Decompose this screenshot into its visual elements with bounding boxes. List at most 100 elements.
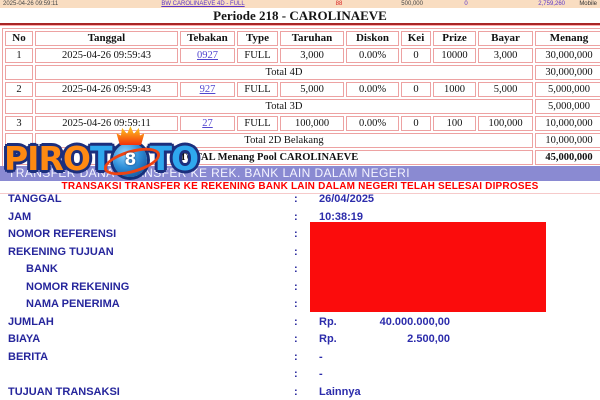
cell-kei: 0 <box>401 116 431 131</box>
history-bet-link[interactable]: BW CAROLINAEVE 4D - FULL <box>161 1 245 7</box>
receipt-row-bank: BANK : <box>0 261 600 279</box>
colon: : <box>294 315 298 328</box>
status-divider <box>0 193 600 194</box>
transfer-section-bar: TRANSFER DANA-TRANSFER KE REK. BANK LAIN… <box>0 166 600 181</box>
cell-prize: 100 <box>433 116 476 131</box>
colon: : <box>294 280 298 293</box>
cell-menang: 5,000,000 <box>535 82 600 97</box>
total-3d-row: Total 3D 5,000,000 <box>5 99 600 114</box>
col-prize: Prize <box>433 31 476 46</box>
field-value: - <box>319 368 323 380</box>
cell-type: FULL <box>237 48 278 63</box>
cell-kei: 0 <box>401 48 431 63</box>
receipt-row-jumlah: JUMLAH : Rp. 40.000.000,00 <box>0 314 600 332</box>
cell-tebakan: 27 <box>180 116 235 131</box>
receipt-row-berita: BERITA : - <box>0 349 600 367</box>
field-label: BIAYA <box>8 333 41 345</box>
receipt-row-biaya: BIAYA : Rp. 2.500,00 <box>0 331 600 349</box>
receipt-row-nomor-rekening: NOMOR REKENING : <box>0 279 600 297</box>
tebakan-link[interactable]: 27 <box>202 118 213 129</box>
colon: : <box>294 228 298 240</box>
cell-tebakan: 0927 <box>180 48 235 63</box>
col-diskon: Diskon <box>346 31 399 46</box>
bet-row-2: 2 2025-04-26 09:59:43 927 FULL 5,000 0.0… <box>5 82 600 97</box>
crown-icon <box>116 126 145 145</box>
total-2d-label: Total 2D Belakang <box>35 133 533 148</box>
cell-kei: 0 <box>401 82 431 97</box>
total-3d-value: 5,000,000 <box>535 99 600 114</box>
total-4d-row: Total 4D 30,000,000 <box>5 65 600 80</box>
cell-tanggal: 2025-04-26 09:59:43 <box>35 48 178 63</box>
cell-diskon: 0.00% <box>346 82 399 97</box>
receipt-row-berita-2: : - <box>0 366 600 384</box>
field-value: 26/04/2025 <box>319 193 375 205</box>
receipt-row-tanggal: TANGGAL : 26/04/2025 <box>0 191 600 209</box>
tebakan-link[interactable]: 0927 <box>197 50 218 61</box>
cell-no: 1 <box>5 48 33 63</box>
cell-no: 2 <box>5 82 33 97</box>
currency-label: Rp. <box>319 333 337 345</box>
col-bayar: Bayar <box>478 31 533 46</box>
receipt-row-nama-penerima: NAMA PENERIMA : <box>0 296 600 314</box>
history-date: 2025-04-26 09:59:11 <box>3 1 59 7</box>
history-amount: 500,000 <box>401 1 423 7</box>
field-label: NOMOR REKENING <box>26 280 130 293</box>
col-tebakan: Tebakan <box>180 31 235 46</box>
total-spacer <box>5 133 33 148</box>
period-title: Periode 218 - CAROLINAEVE <box>213 8 387 23</box>
grand-total-value: 45,000,000 <box>535 150 600 165</box>
cell-tanggal: 2025-04-26 09:59:11 <box>35 116 178 131</box>
field-value: 2.500,00 <box>407 333 450 345</box>
field-label: JUMLAH <box>8 315 54 328</box>
pirototo-logo: PIROT 8 TO <box>4 126 199 181</box>
col-kei: Kei <box>401 31 431 46</box>
total-4d-value: 30,000,000 <box>535 65 600 80</box>
col-tanggal: Tanggal <box>35 31 178 46</box>
bet-row-1: 1 2025-04-26 09:59:43 0927 FULL 3,000 0.… <box>5 48 600 63</box>
cell-tebakan: 927 <box>180 82 235 97</box>
cell-menang: 10,000,000 <box>535 116 600 131</box>
cell-no: 3 <box>5 116 33 131</box>
field-value: 40.000.000,00 <box>379 315 450 328</box>
colon: : <box>294 193 298 205</box>
colon: : <box>294 263 298 275</box>
colon: : <box>294 333 298 345</box>
receipt-row-tujuan-transaksi: TUJUAN TRANSAKSI : Lainnya <box>0 384 600 400</box>
history-row: 2025-04-26 09:59:11 BW CAROLINAEVE 4D - … <box>0 0 600 8</box>
tebakan-link[interactable]: 927 <box>199 84 216 95</box>
field-value: Lainnya <box>319 385 361 398</box>
colon: : <box>294 368 298 380</box>
colon: : <box>294 245 298 258</box>
cell-type: FULL <box>237 82 278 97</box>
total-spacer <box>5 99 33 114</box>
receipt-row-nomor-referensi: NOMOR REFERENSI : <box>0 226 600 244</box>
receipt-details: TANGGAL : 26/04/2025 JAM : 10:38:19 NOMO… <box>0 191 600 400</box>
cell-taruhan: 5,000 <box>280 82 344 97</box>
receipt-row-rekening-tujuan: REKENING TUJUAN : <box>0 244 600 262</box>
field-label: REKENING TUJUAN <box>8 245 114 258</box>
cell-bayar: 3,000 <box>478 48 533 63</box>
status-message: TRANSAKSI TRANSFER KE REKENING BANK LAIN… <box>61 181 539 192</box>
cell-bayar: 5,000 <box>478 82 533 97</box>
logo-text-to: TO <box>149 139 199 178</box>
cell-diskon: 0.00% <box>346 48 399 63</box>
history-platform: Mobile <box>579 1 597 7</box>
receipt-row-jam: JAM : 10:38:19 <box>0 209 600 227</box>
col-menang: Menang <box>535 31 600 46</box>
cell-type: FULL <box>237 116 278 131</box>
colon: : <box>294 210 298 223</box>
bet-row-3: 3 2025-04-26 09:59:11 27 FULL 100,000 0.… <box>5 116 600 131</box>
col-type: Type <box>237 31 278 46</box>
field-label: BERITA <box>8 350 49 363</box>
colon: : <box>294 385 298 398</box>
title-divider <box>0 23 600 26</box>
bet-table-header-row: No Tanggal Tebakan Type Taruhan Diskon K… <box>5 31 600 46</box>
redaction-box <box>310 222 546 312</box>
cell-bayar: 100,000 <box>478 116 533 131</box>
field-label: JAM <box>8 210 32 223</box>
history-kei: 0 <box>464 1 468 7</box>
cell-prize: 10000 <box>433 48 476 63</box>
colon: : <box>294 298 298 310</box>
field-value: 10:38:19 <box>319 210 364 223</box>
